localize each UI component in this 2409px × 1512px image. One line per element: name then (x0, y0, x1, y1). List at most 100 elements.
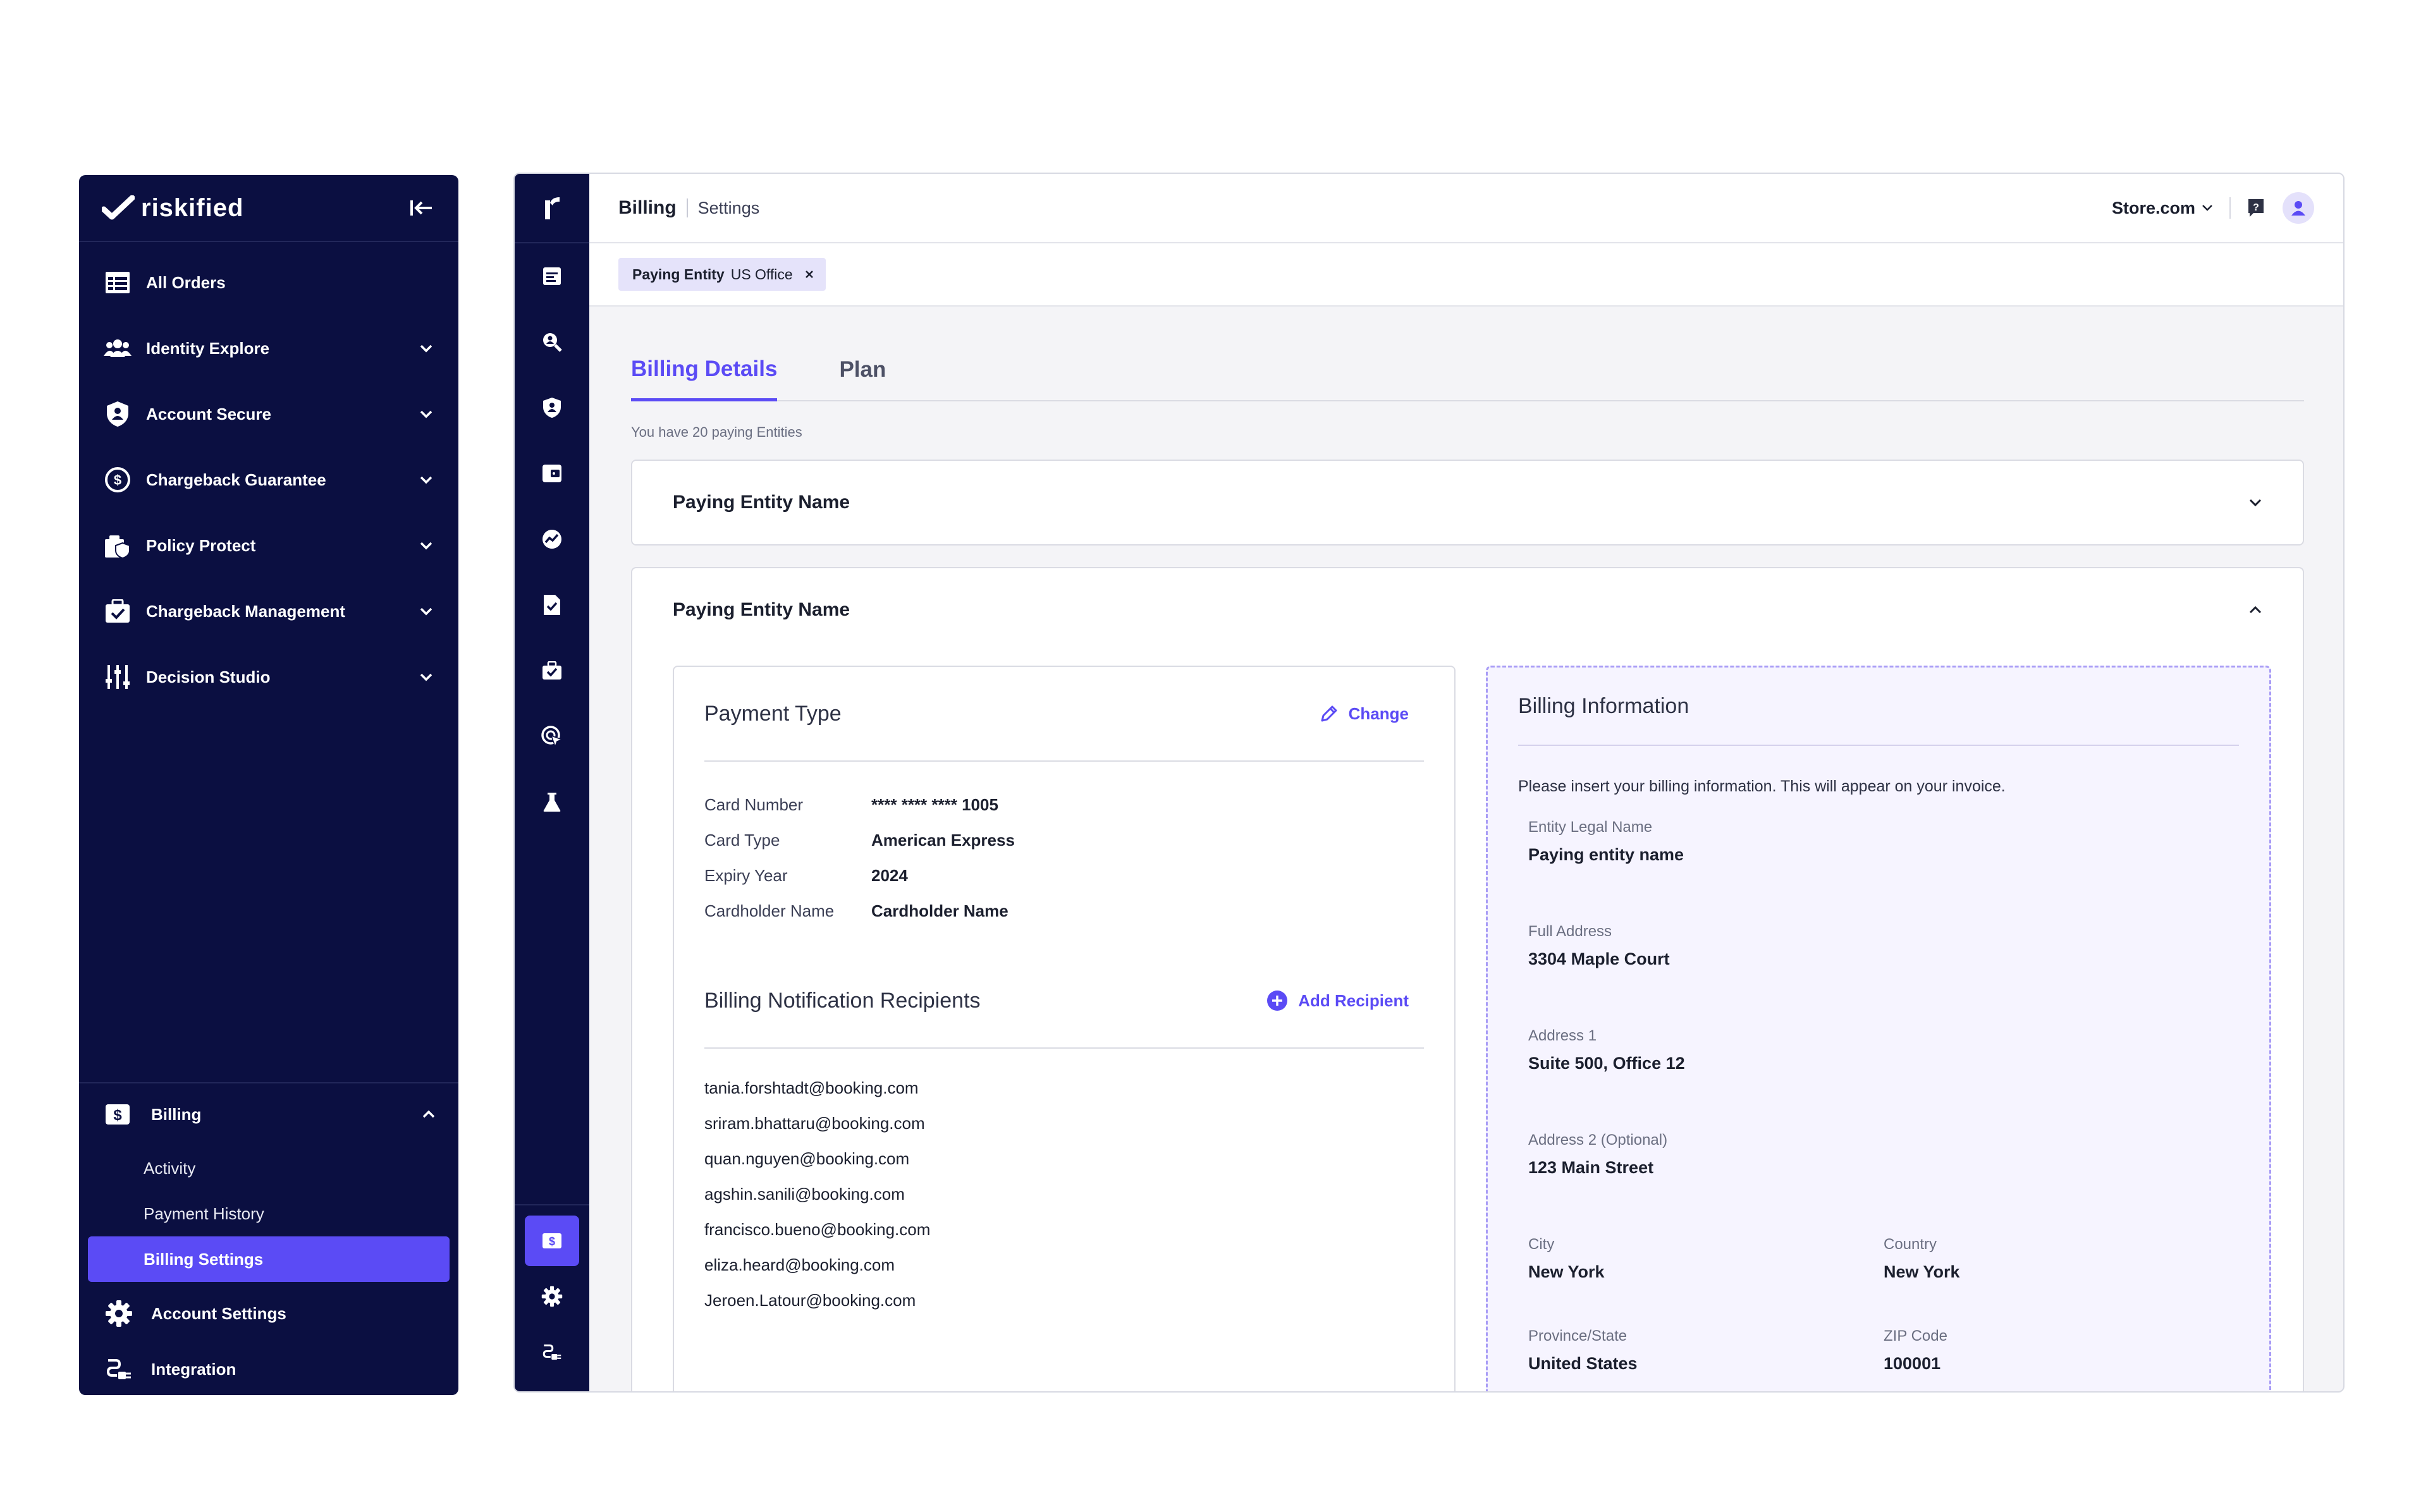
field-address-1[interactable]: Address 1 Suite 500, Office 12 (1528, 1027, 2239, 1119)
gear-icon (103, 1298, 135, 1329)
field-province-state[interactable]: Province/State United States (1528, 1315, 1884, 1391)
sidebar-item-account-settings[interactable]: Account Settings (79, 1286, 458, 1341)
collapse-sidebar-button[interactable] (407, 193, 437, 223)
sidebar-item-integration[interactable]: Integration (79, 1341, 458, 1395)
list-item: tania.forshtadt@booking.com (704, 1078, 919, 1097)
rail-item-account-settings[interactable] (515, 1269, 589, 1324)
add-recipient-button[interactable]: Add Recipient (1266, 990, 1409, 1011)
detail-row: Expiry Year 2024 (704, 858, 1424, 893)
field-country[interactable]: Country New York (1884, 1223, 2239, 1315)
rail-item-chargeback-guarantee[interactable] (515, 441, 589, 506)
svg-text:$: $ (549, 1235, 555, 1248)
rail-item-chargeback-management[interactable] (515, 638, 589, 704)
sidebar-item-chargeback-management[interactable]: Chargeback Management (79, 578, 458, 644)
sidebar-item-billing[interactable]: $ Billing (79, 1083, 458, 1145)
sidebar-item-identity-explore[interactable]: Identity Explore (79, 315, 458, 381)
sidebar-item-decision-studio[interactable]: Decision Studio (79, 644, 458, 710)
sidebar-item-label: Chargeback Guarantee (146, 470, 326, 489)
chevron-down-icon (417, 536, 436, 555)
field-value: Paying entity name (1528, 845, 1684, 864)
sidebar-item-label: Policy Protect (146, 535, 256, 555)
list-item: francisco.bueno@booking.com (704, 1219, 931, 1239)
add-recipient-label: Add Recipient (1298, 991, 1409, 1010)
sliders-icon (103, 662, 132, 692)
detail-key: Card Type (704, 830, 780, 850)
collapse-icon (410, 200, 432, 216)
policy-shield-icon (103, 531, 132, 560)
rail-item-decision-studio[interactable] (515, 704, 589, 769)
rail-item-billing[interactable]: $ (515, 1213, 589, 1269)
detail-key: Cardholder Name (704, 901, 835, 920)
chevron-up-icon (422, 1110, 436, 1119)
logo-check-icon (102, 195, 135, 220)
shield-icon (543, 398, 561, 418)
top-bar: Billing Settings Store.com ? (589, 174, 2343, 243)
accordion-header[interactable]: Paying Entity Name (632, 461, 2303, 544)
tab-billing-details[interactable]: Billing Details (631, 357, 778, 401)
rail-logo[interactable] (515, 174, 589, 243)
chevron-down-icon (417, 405, 436, 424)
tab-plan[interactable]: Plan (839, 357, 886, 382)
gear-icon (541, 1286, 563, 1307)
flask-icon (543, 793, 561, 812)
avatar[interactable] (2283, 192, 2314, 224)
field-address-2[interactable]: Address 2 (Optional) 123 Main Street (1528, 1131, 2239, 1223)
rail-item-policy-protect[interactable] (515, 572, 589, 638)
rail-item-all-orders[interactable] (515, 243, 589, 309)
sidebar-item-chargeback-guarantee[interactable]: $ Chargeback Guarantee (79, 447, 458, 513)
rail-item-lab[interactable] (515, 769, 589, 835)
sidebar-item-policy-protect[interactable]: Policy Protect (79, 513, 458, 578)
field-value: Suite 500, Office 12 (1528, 1054, 1685, 1073)
accordion-header[interactable]: Paying Entity Name (632, 568, 2303, 652)
svg-text:$: $ (114, 472, 121, 488)
field-value: 3304 Maple Court (1528, 949, 1670, 968)
chevron-down-icon (417, 470, 436, 489)
main-content: Billing Details Plan You have 20 paying … (631, 307, 2304, 1391)
rail-item-identity-explore[interactable] (515, 309, 589, 375)
briefcase-check-icon (103, 597, 132, 626)
sidebar-item-account-secure[interactable]: Account Secure (79, 381, 458, 447)
chip-value: US Office (730, 265, 793, 283)
svg-text:?: ? (2253, 202, 2259, 213)
sidebar-subitem-payment-history[interactable]: Payment History (144, 1204, 264, 1223)
field-value: United States (1528, 1354, 1638, 1373)
billing-information-note: Please insert your billing information. … (1518, 777, 2006, 795)
store-name: Store.com (2111, 198, 2195, 217)
rail-item-analytics[interactable] (515, 506, 589, 572)
sidebar-subitem-billing-settings[interactable]: Billing Settings (88, 1236, 450, 1282)
detail-value: **** **** **** 1005 (871, 795, 998, 814)
field-full-address[interactable]: Full Address 3304 Maple Court (1528, 923, 2239, 1015)
pencil-icon (1321, 705, 1337, 722)
change-payment-button[interactable]: Change (1320, 704, 1409, 724)
paying-entity-filter-chip[interactable]: Paying Entity US Office (618, 258, 826, 291)
field-label: Entity Legal Name (1528, 819, 1653, 836)
field-zip-code[interactable]: ZIP Code 100001 (1884, 1315, 2239, 1391)
detail-value: Cardholder Name (871, 901, 1008, 920)
sidebar-subitem-activity[interactable]: Activity (144, 1158, 196, 1178)
rail-item-integration[interactable] (515, 1324, 589, 1380)
help-icon[interactable]: ? (2247, 198, 2265, 218)
users-group-icon (103, 334, 132, 363)
field-label: Full Address (1528, 923, 1612, 940)
sidebar-header: riskified (79, 175, 458, 242)
remove-filter-button[interactable] (803, 268, 816, 281)
rail-item-account-secure[interactable] (515, 375, 589, 441)
sidebar-item-all-orders[interactable]: All Orders (79, 250, 458, 315)
billing-dollar-icon: $ (103, 1100, 132, 1129)
breadcrumb-billing[interactable]: Billing (618, 197, 677, 218)
billing-information-title: Billing Information (1518, 668, 2239, 746)
field-value: 100001 (1884, 1354, 1941, 1373)
field-entity-legal-name[interactable]: Entity Legal Name Paying entity name (1528, 819, 2239, 910)
sidebar-item-label: Account Settings (151, 1303, 286, 1323)
store-selector[interactable]: Store.com (2112, 198, 2213, 218)
accordion-title: Paying Entity Name (673, 492, 850, 513)
riskified-logo[interactable]: riskified (102, 194, 407, 223)
field-city[interactable]: City New York (1528, 1223, 1884, 1315)
user-icon (2291, 201, 2305, 216)
accordion-title: Paying Entity Name (673, 599, 850, 620)
sidebar-item-label: Decision Studio (146, 667, 271, 686)
sidebar-bottom-section: $ Billing Activity Payment History Billi… (79, 1082, 458, 1395)
detail-value: American Express (871, 830, 1015, 850)
tabs: Billing Details Plan (631, 307, 2304, 401)
detail-key: Expiry Year (704, 865, 788, 885)
